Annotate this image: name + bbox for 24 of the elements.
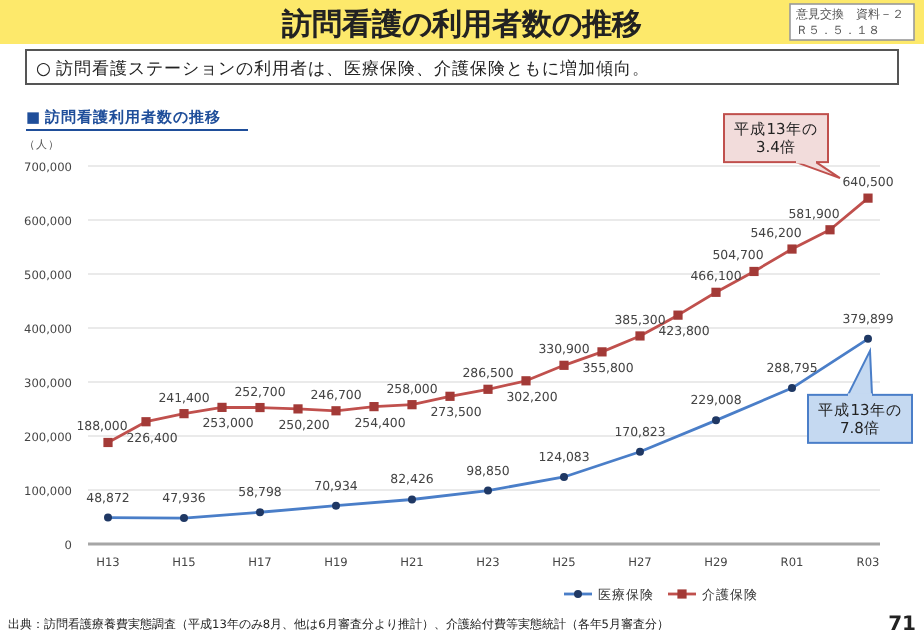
chart-title: 訪問看護の利用者数の推移 — [280, 6, 642, 42]
point — [597, 347, 607, 357]
chart-subtitle: ○ 訪問看護ステーションの利用者は、医療保険、介護保険ともに増加傾向。 — [36, 58, 651, 80]
point — [559, 360, 569, 370]
point — [863, 193, 873, 203]
point — [331, 406, 341, 416]
text: 71 — [888, 614, 917, 636]
point — [749, 266, 759, 277]
point — [483, 384, 493, 394]
point — [825, 225, 835, 235]
point — [217, 402, 227, 412]
point — [407, 400, 417, 410]
point — [787, 244, 797, 254]
point — [673, 310, 683, 320]
point — [445, 391, 455, 401]
point — [103, 437, 113, 448]
point — [369, 402, 379, 412]
point — [521, 376, 531, 386]
point — [635, 331, 645, 341]
point — [179, 409, 189, 419]
point — [141, 417, 151, 427]
point — [293, 404, 303, 414]
point — [255, 402, 265, 413]
point — [711, 287, 721, 297]
